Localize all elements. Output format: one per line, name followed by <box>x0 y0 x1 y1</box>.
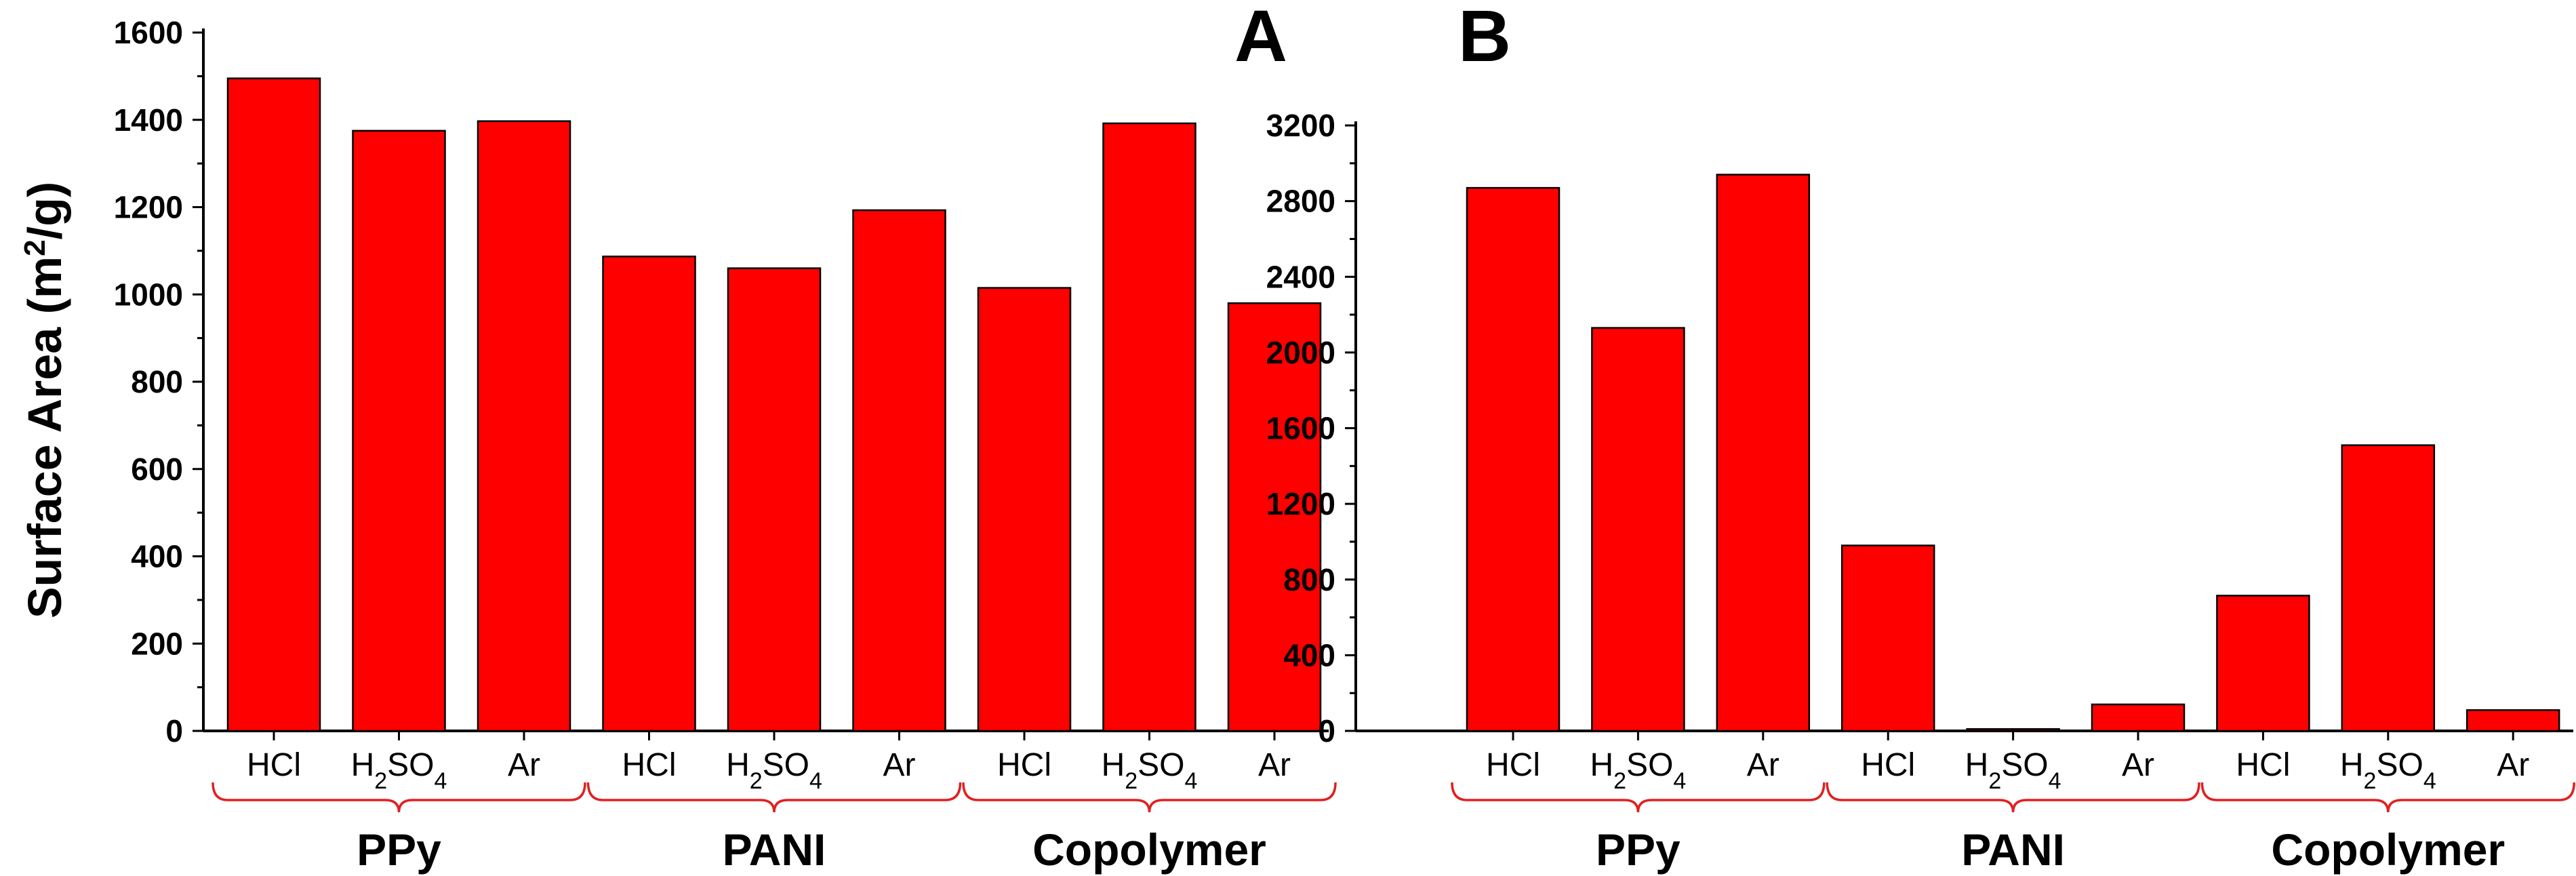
panel-b-category-label: H2SO4 <box>1965 747 2061 794</box>
panel-b-category-label: H2SO4 <box>2340 747 2436 794</box>
panel-b-group-bracket <box>1451 782 1826 813</box>
panel-b-bar <box>1466 186 1561 732</box>
panel-a-bar <box>352 130 446 732</box>
panel-a-bar <box>477 120 571 732</box>
panel-a-y-tick-label: 200 <box>131 626 183 661</box>
panel-b-group-bracket <box>2200 782 2575 813</box>
panel-b-category-label: HCl <box>2236 747 2290 783</box>
panel-a-y-tick-label: 1600 <box>114 15 183 50</box>
panel-b-category-label: Ar <box>2122 747 2154 783</box>
panel-a-y-tick-label: 600 <box>131 452 183 487</box>
panel-b-category-label: HCl <box>1486 747 1540 783</box>
panel-b-bar <box>1840 544 1935 732</box>
panel-b-bar <box>1966 728 2060 732</box>
panel-b-bar <box>2216 595 2310 732</box>
panel-b-group-label: PANI <box>1961 824 2065 875</box>
panel-a-bar <box>602 255 696 732</box>
panel-b-bar <box>2341 444 2436 732</box>
panel-a-group-label: Copolymer <box>1032 824 1266 875</box>
panel-a-group-label: PANI <box>723 824 826 875</box>
panel-a-y-tick-label: 0 <box>165 713 183 749</box>
panel-a-group-bracket <box>212 782 586 813</box>
panel-b-y-tick-label: 2800 <box>1266 184 1335 219</box>
panel-b-y-tick-label: 2000 <box>1266 335 1335 370</box>
panel-a-group-label: PPy <box>357 824 441 875</box>
panel-a-category-label: HCl <box>622 747 677 783</box>
panel-b-chart: 0 400 800 1200 1600 2000 2400 2800 3200 HCl H2SO4 A… <box>1266 0 2575 875</box>
panel-a-category-label: Ar <box>508 747 540 783</box>
panel-a-category-label: H2SO4 <box>351 747 447 794</box>
panel-a-category-label: H2SO4 <box>726 747 822 794</box>
panel-a-y-tick-label: 1400 <box>114 102 183 138</box>
panel-a-group-bracket <box>962 782 1337 813</box>
panel-b-y-tick-label: 1600 <box>1266 411 1335 446</box>
panel-a-bar <box>852 209 946 732</box>
panel-a-category-label: Ar <box>1258 747 1291 783</box>
panel-a-bar <box>1102 122 1196 732</box>
panel-b-y-tick-label: 0 <box>1318 713 1335 749</box>
panel-b-bar <box>2466 709 2560 732</box>
panel-a-y-tick-label: 1200 <box>114 190 183 225</box>
panel-b-y-tick-label: 400 <box>1283 637 1335 673</box>
panel-b-panel-letter: B <box>1458 0 1511 77</box>
panel-a-bar <box>727 267 822 732</box>
panel-b-y-tick-label: 3200 <box>1266 108 1335 143</box>
panel-a-chart: 0 200 400 600 800 1000 1200 1400 1600 HCl H2SO4 Ar P… <box>18 0 1337 875</box>
panel-b-bar <box>2091 703 2186 732</box>
panel-b-category-label: Ar <box>1747 747 1779 783</box>
panel-a-y-tick-label: 800 <box>131 364 183 399</box>
panel-b-y-tick-label: 2400 <box>1266 259 1335 294</box>
panel-b-bar <box>1716 174 1811 732</box>
panel-a-panel-letter: A <box>1234 0 1287 77</box>
panel-b-group-label: PPy <box>1596 824 1681 875</box>
panel-a-group-bracket <box>586 782 962 813</box>
panel-b-group-label: Copolymer <box>2271 824 2505 875</box>
panel-a-category-label: Ar <box>883 747 916 783</box>
panel-a-y-tick-label: 400 <box>131 539 183 574</box>
panel-b-y-tick-label: 1200 <box>1266 486 1335 521</box>
panel-b-category-label: Ar <box>2497 747 2529 783</box>
panel-a-y-axis-title: Surface Area (m2/g) <box>18 182 72 618</box>
panel-a-category-label: HCl <box>247 747 301 783</box>
panel-b-bar <box>1591 327 1685 732</box>
panel-b-y-tick-label: 800 <box>1283 562 1335 597</box>
panel-a-bar <box>1227 302 1322 732</box>
panel-a-bar <box>226 77 321 732</box>
panel-b-category-label: HCl <box>1861 747 1915 783</box>
panel-a-bar <box>977 287 1072 732</box>
panel-a-y-tick-label: 1000 <box>114 277 183 312</box>
panel-a-category-label: HCl <box>997 747 1051 783</box>
panel-b-group-bracket <box>1826 782 2200 813</box>
panel-a-category-label: H2SO4 <box>1102 747 1198 794</box>
panel-b-category-label: H2SO4 <box>1590 747 1686 794</box>
